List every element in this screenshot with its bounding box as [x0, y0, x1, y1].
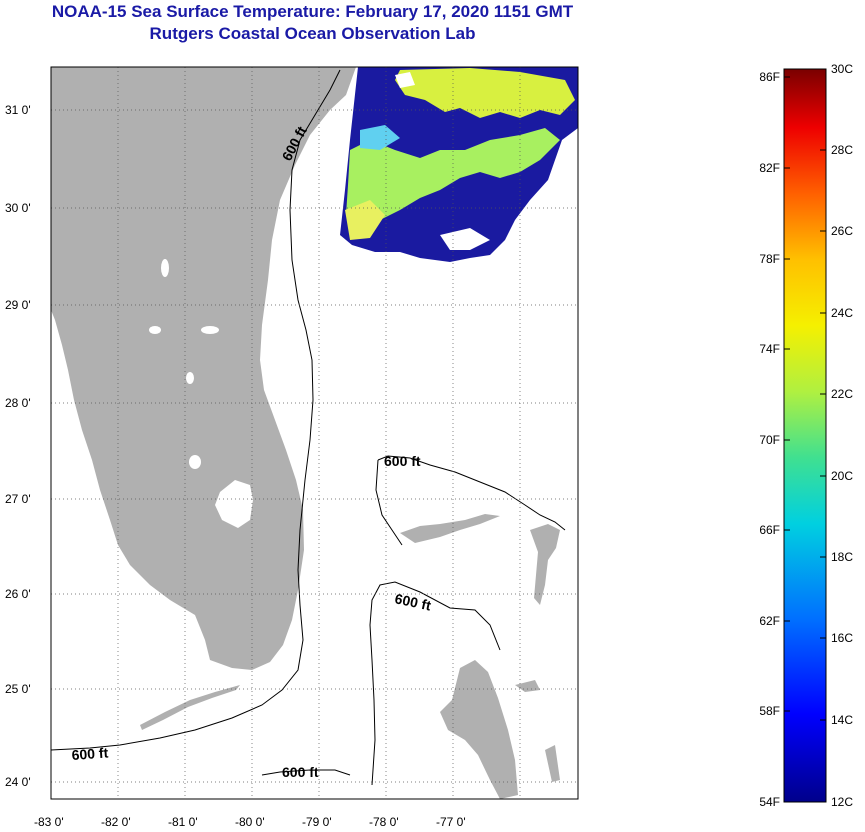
colorbar-c-label: 24C [831, 306, 853, 320]
map-subtitle: Rutgers Coastal Ocean Observation Lab [149, 24, 476, 43]
contour-label: 600 ft [71, 744, 109, 763]
abaco-island [530, 524, 560, 605]
colorbar-f-label: 78F [759, 252, 780, 266]
florida-landmass [51, 67, 356, 670]
colorbar-c-label: 22C [831, 387, 853, 401]
lat-tick-label: 31 0' [5, 103, 31, 117]
colorbar-c-label: 18C [831, 550, 853, 564]
lat-tick-label: 28 0' [5, 396, 31, 410]
lon-tick-label: -77 0' [436, 815, 466, 829]
colorbar-f-label: 66F [759, 523, 780, 537]
colorbar-c-label: 28C [831, 143, 853, 157]
lon-tick-label: -82 0' [101, 815, 131, 829]
latitude-ticks: 31 0' 30 0' 29 0' 28 0' 27 0' 26 0' 25 0… [5, 103, 31, 789]
colorbar-c-label: 26C [831, 224, 853, 238]
florida-keys [140, 685, 240, 730]
lon-tick-label: -78 0' [369, 815, 399, 829]
colorbar-f-label: 70F [759, 433, 780, 447]
map-title: NOAA-15 Sea Surface Temperature: Februar… [51, 2, 574, 21]
colorbar-c-label: 14C [831, 713, 853, 727]
grand-bahama [400, 514, 500, 543]
colorbar-f-label: 86F [759, 70, 780, 84]
lat-tick-label: 24 0' [5, 775, 31, 789]
temperature-colorbar: 86F 82F 78F 74F 70F 66F 62F 58F 54F 30C … [759, 62, 853, 809]
lon-tick-label: -80 0' [235, 815, 265, 829]
contour-label: 600 ft [282, 764, 319, 780]
lat-tick-label: 26 0' [5, 587, 31, 601]
sst-satellite-patch [340, 67, 578, 262]
lat-tick-label: 25 0' [5, 682, 31, 696]
contour-label: 600 ft [393, 590, 432, 613]
lon-tick-label: -83 0' [34, 815, 64, 829]
colorbar-f-label: 54F [759, 795, 780, 809]
colorbar-c-label: 20C [831, 469, 853, 483]
colorbar-f-label: 74F [759, 342, 780, 356]
lat-tick-label: 27 0' [5, 492, 31, 506]
lake-okeechobee [215, 480, 253, 528]
contour-label: 600 ft [384, 453, 421, 469]
andros-island [440, 660, 518, 799]
colorbar-f-label: 62F [759, 614, 780, 628]
lon-tick-label: -81 0' [168, 815, 198, 829]
longitude-ticks: -83 0' -82 0' -81 0' -80 0' -79 0' -78 0… [34, 815, 466, 829]
lat-tick-label: 30 0' [5, 201, 31, 215]
colorbar-gradient [783, 68, 827, 803]
colorbar-c-label: 16C [831, 631, 853, 645]
depth-contours [51, 69, 566, 786]
colorbar-c-label: 12C [831, 795, 853, 809]
lon-tick-label: -79 0' [302, 815, 332, 829]
lat-tick-label: 29 0' [5, 298, 31, 312]
colorbar-c-label: 30C [831, 62, 853, 76]
colorbar-f-label: 82F [759, 161, 780, 175]
colorbar-f-label: 58F [759, 704, 780, 718]
